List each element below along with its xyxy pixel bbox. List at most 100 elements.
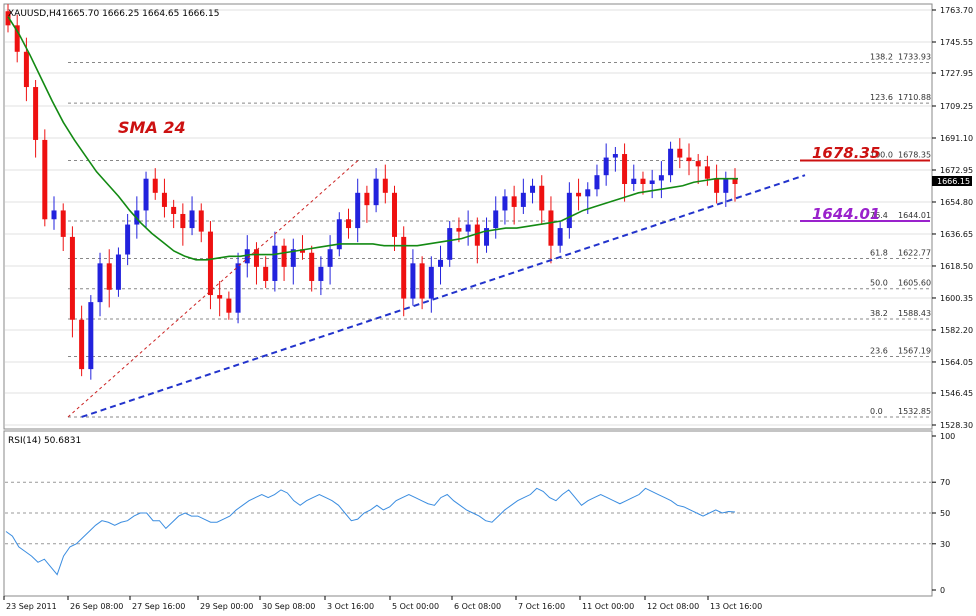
candle-body xyxy=(493,210,499,229)
price-tick-label: 1618.50 xyxy=(940,262,973,271)
time-tick-label: 29 Sep 00:00 xyxy=(200,602,253,611)
candle-body xyxy=(244,249,250,264)
candle-body xyxy=(23,51,29,88)
candle-body xyxy=(235,263,241,313)
candle-body xyxy=(548,210,554,246)
candle-body xyxy=(33,87,39,140)
current-price-badge xyxy=(932,176,972,186)
candle-body xyxy=(631,178,637,185)
candle-body xyxy=(649,180,655,185)
candle-body xyxy=(217,295,223,299)
candle-body xyxy=(226,298,232,313)
fib-ratio-label: 50.0 xyxy=(870,279,888,288)
candle-body xyxy=(686,157,692,162)
rsi-label: RSI(14) 50.6831 xyxy=(8,436,81,446)
candle-body xyxy=(465,224,471,232)
candle-body xyxy=(484,228,490,246)
candle-body xyxy=(272,245,278,281)
time-tick-label: 11 Oct 00:00 xyxy=(582,602,634,611)
candle-body xyxy=(447,228,453,260)
fib-price-label: 1644.01 xyxy=(898,211,931,220)
candle-body xyxy=(640,178,646,185)
price-tick-label: 1745.55 xyxy=(940,38,973,47)
price-tick-label: 1654.80 xyxy=(940,198,973,207)
candle-body xyxy=(79,319,85,370)
rsi-tick-label: 70 xyxy=(940,478,950,487)
fib-price-label: 1605.60 xyxy=(898,279,931,288)
price-tick-label: 1582.20 xyxy=(940,326,973,335)
fib-diagonal xyxy=(67,160,359,418)
rsi-panel: 100 70 50 30 0 xyxy=(5,432,955,595)
time-axis: 23 Sep 2011 26 Sep 08:00 27 Sep 16:00 29 Se… xyxy=(3,596,762,611)
candle-body xyxy=(502,196,508,211)
candle-body xyxy=(5,11,11,26)
fib-price-label: 1622.77 xyxy=(898,248,931,257)
fib-ratio-label: 123.6 xyxy=(870,93,893,102)
candle-body xyxy=(97,263,103,303)
candle-body xyxy=(392,192,398,237)
sma-label: SMA 24 xyxy=(118,118,186,137)
candle-body xyxy=(520,192,526,207)
candle-body xyxy=(152,178,158,193)
candle-body xyxy=(557,228,563,246)
candle-body xyxy=(382,178,388,193)
candle-body xyxy=(115,254,121,290)
candle-body xyxy=(373,178,379,206)
fib-ratio-label: 76.4 xyxy=(870,211,888,220)
fib-ratio-label: 138.2 xyxy=(870,52,893,61)
candle-body xyxy=(299,249,305,253)
candle-body xyxy=(180,213,186,229)
candle-body xyxy=(456,228,462,232)
candle-body xyxy=(345,219,351,229)
fib-ratio-label: 100.0 xyxy=(870,150,893,159)
candle-body xyxy=(401,236,407,299)
price-tick-label: 1528.30 xyxy=(940,421,973,430)
time-tick-label: 12 Oct 08:00 xyxy=(647,602,699,611)
candle-body xyxy=(106,263,112,290)
candle-body xyxy=(603,157,609,176)
time-tick-label: 6 Oct 08:00 xyxy=(454,602,501,611)
fib-price-label: 1733.93 xyxy=(898,52,931,61)
time-tick-label: 5 Oct 00:00 xyxy=(392,602,439,611)
rsi-tick-label: 30 xyxy=(940,540,950,549)
candle-body xyxy=(171,206,177,214)
rsi-tick-label: 100 xyxy=(940,432,955,441)
price-tick-label: 1636.65 xyxy=(940,230,973,239)
candle-body xyxy=(364,192,370,206)
candle-body xyxy=(14,25,20,52)
time-tick-label: 27 Sep 16:00 xyxy=(132,602,185,611)
candle-body xyxy=(263,266,269,281)
candle-body xyxy=(474,224,480,246)
candle-body xyxy=(723,178,729,193)
fib-price-label: 1567.19 xyxy=(898,346,931,355)
candle-body xyxy=(576,192,582,197)
candle-body xyxy=(60,210,66,237)
overlays xyxy=(7,16,930,418)
price-tick-label: 1600.35 xyxy=(940,294,973,303)
candle-body xyxy=(88,302,94,370)
rsi-line xyxy=(5,487,736,576)
price-tick-label: 1691.10 xyxy=(940,134,973,143)
price-tick-label: 1672.95 xyxy=(940,166,973,175)
candle-body xyxy=(198,210,204,232)
candle-body xyxy=(290,249,296,267)
price-tick-label: 1546.45 xyxy=(940,389,973,398)
candle-body xyxy=(189,210,195,229)
candle-body xyxy=(530,185,536,193)
candle-body xyxy=(704,166,710,179)
candle-body xyxy=(622,154,628,185)
lower-level-label: 1644.01 xyxy=(812,205,880,223)
candle-body xyxy=(125,224,131,255)
candle-body xyxy=(42,139,48,220)
time-tick-label: 26 Sep 08:00 xyxy=(70,602,123,611)
price-tick-label: 1709.25 xyxy=(940,102,973,111)
candle-body xyxy=(161,192,167,207)
candle-body xyxy=(714,178,720,193)
candle-body xyxy=(253,249,259,267)
symbol-label: XAUUSD,H4 xyxy=(8,9,62,19)
candle-body xyxy=(438,259,444,267)
price-tick-label: 1564.05 xyxy=(940,358,973,367)
current-price-label: 1666.15 xyxy=(937,177,970,186)
upper-level-label: 1678.35 xyxy=(812,144,880,162)
